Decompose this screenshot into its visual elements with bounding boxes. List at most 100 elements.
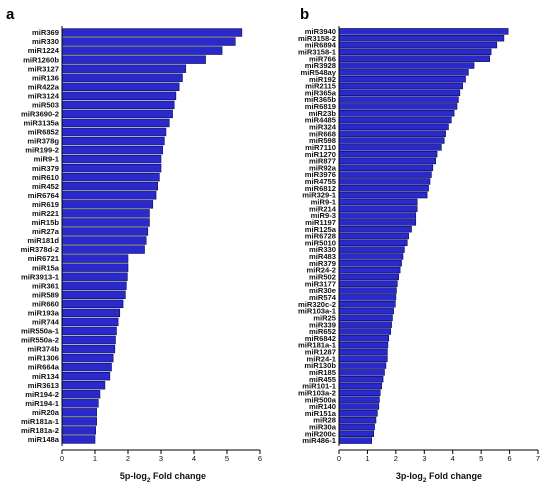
bar-b-7 xyxy=(338,75,466,83)
bar-b-47 xyxy=(338,348,388,356)
category-label-b-51: miR455 xyxy=(309,375,337,384)
x-tick-label-a-6: 6 xyxy=(258,454,262,463)
bar-b-33 xyxy=(338,253,404,260)
category-label-b-16: miR598 xyxy=(309,136,336,145)
category-label-b-44: miR652 xyxy=(309,327,336,336)
category-label-b-53: miR103a-2 xyxy=(298,388,336,397)
category-label-a-24: miR378d-2 xyxy=(21,245,59,254)
category-label-a-21: miR15b xyxy=(32,218,60,227)
bar-a-41 xyxy=(61,399,99,408)
category-label-b-34: miR379 xyxy=(309,259,336,268)
bar-a-13 xyxy=(61,145,163,155)
category-label-a-20: miR221 xyxy=(32,209,60,218)
bar-b-60 xyxy=(338,437,372,444)
bar-a-31 xyxy=(61,308,121,318)
x-axis-label-b: 3p-log2 Fold change xyxy=(396,471,482,484)
category-label-b-14: miR324 xyxy=(309,122,337,131)
category-label-b-50: miR185 xyxy=(309,368,337,377)
bar-b-6 xyxy=(338,69,469,76)
bar-b-5 xyxy=(338,62,475,69)
category-label-b-26: miR214 xyxy=(309,204,337,213)
x-tick-label-b-4: 4 xyxy=(451,454,455,463)
bar-b-40 xyxy=(338,300,396,308)
bar-b-18 xyxy=(338,150,438,158)
bar-a-28 xyxy=(61,281,127,290)
x-tick-label-b-1: 1 xyxy=(365,454,369,463)
bar-a-6 xyxy=(61,82,180,91)
bar-b-16 xyxy=(338,137,445,144)
x-tick-label-b-7: 7 xyxy=(536,454,540,463)
category-label-a-9: miR3690-2 xyxy=(21,110,59,119)
category-label-b-60: miR486-1 xyxy=(302,436,337,445)
category-label-a-30: miR660 xyxy=(32,299,59,308)
bar-a-8 xyxy=(61,100,175,110)
bar-a-17 xyxy=(61,182,158,191)
bar-b-10 xyxy=(338,96,459,103)
category-label-a-38: miR134 xyxy=(32,372,60,381)
bar-b-13 xyxy=(338,116,452,124)
category-label-a-37: miR664a xyxy=(28,363,60,372)
category-label-a-23: miR181d xyxy=(27,236,59,245)
category-label-b-10: miR365b xyxy=(304,95,336,104)
x-tick-label-b-5: 5 xyxy=(479,454,483,463)
category-label-b-48: miR24-1 xyxy=(306,354,336,363)
category-label-b-32: miR330 xyxy=(309,245,336,254)
x-axis-label-subscript: 2 xyxy=(147,477,151,484)
category-label-a-42: miR20a xyxy=(32,408,60,417)
category-label-a-5: miR136 xyxy=(32,73,59,82)
category-label-b-46: miR181a-1 xyxy=(298,341,337,350)
bar-b-14 xyxy=(338,123,449,131)
category-label-b-41: miR103a-1 xyxy=(298,307,337,316)
bar-b-44 xyxy=(338,328,392,335)
bar-a-0 xyxy=(61,28,243,37)
bar-b-41 xyxy=(338,307,394,315)
x-tick-label-b-0: 0 xyxy=(337,454,341,463)
bar-b-29 xyxy=(338,225,412,233)
bar-a-26 xyxy=(61,263,129,272)
category-label-a-14: miR9-1 xyxy=(34,155,60,164)
x-tick-label-a-3: 3 xyxy=(159,454,163,463)
category-label-a-16: miR610 xyxy=(32,173,59,182)
bar-a-15 xyxy=(61,163,162,173)
category-label-a-25: miR6721 xyxy=(28,254,60,263)
x-tick-label-a-4: 4 xyxy=(192,454,196,463)
category-label-b-39: miR574 xyxy=(309,293,337,302)
bar-a-7 xyxy=(61,91,177,101)
bar-a-36 xyxy=(61,353,114,363)
category-label-b-6: miR548ay xyxy=(301,68,337,77)
bar-a-10 xyxy=(61,118,170,128)
category-label-b-8: miR2115 xyxy=(305,82,337,91)
bar-b-55 xyxy=(338,403,380,410)
category-label-b-31: miR5010 xyxy=(305,238,336,247)
bar-a-30 xyxy=(61,299,124,309)
category-label-b-11: miR6819 xyxy=(305,102,336,111)
bar-b-30 xyxy=(338,232,409,240)
bar-b-51 xyxy=(338,375,384,383)
x-tick-label-b-3: 3 xyxy=(422,454,426,463)
bar-b-20 xyxy=(338,164,434,172)
bar-b-25 xyxy=(338,198,418,206)
bar-b-0 xyxy=(338,28,509,35)
bar-a-29 xyxy=(61,290,126,299)
bar-a-39 xyxy=(61,381,106,390)
category-label-b-25: miR9-1 xyxy=(311,198,337,207)
category-label-a-33: miR550a-1 xyxy=(21,327,60,336)
bar-a-23 xyxy=(61,236,147,245)
bar-a-1 xyxy=(61,37,236,46)
category-label-b-2: miR6894 xyxy=(305,41,337,50)
x-tick-label-a-5: 5 xyxy=(225,454,229,463)
bar-b-22 xyxy=(338,178,431,185)
bar-a-16 xyxy=(61,173,160,182)
bar-a-45 xyxy=(61,435,96,444)
bar-a-2 xyxy=(61,46,223,55)
category-label-a-13: miR199-2 xyxy=(25,146,59,155)
category-label-b-15: miR668 xyxy=(309,129,336,138)
category-label-a-3: miR1260b xyxy=(23,55,59,64)
x-axis-label-prefix: 3p-log xyxy=(396,471,423,481)
category-label-a-11: miR6852 xyxy=(28,128,59,137)
bar-a-19 xyxy=(61,200,154,209)
bar-a-12 xyxy=(61,136,165,146)
category-label-b-12: miR23b xyxy=(309,109,337,118)
category-label-b-13: miR4485 xyxy=(305,116,337,125)
bar-a-9 xyxy=(61,109,173,119)
